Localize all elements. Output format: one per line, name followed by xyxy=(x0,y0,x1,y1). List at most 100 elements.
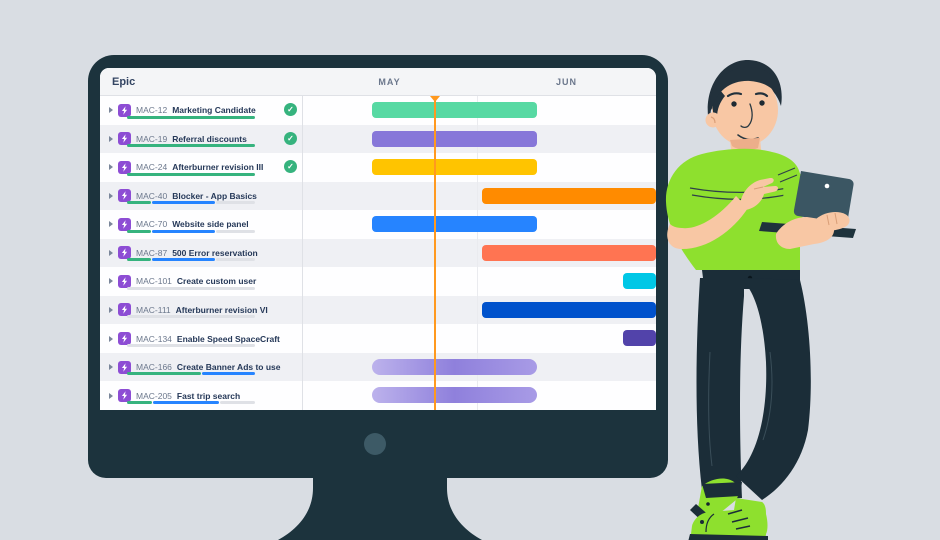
expand-chevron-icon[interactable] xyxy=(109,306,113,313)
epic-row[interactable]: MAC-70 Website side panel xyxy=(100,210,656,239)
expand-chevron-icon[interactable] xyxy=(109,249,113,256)
timeline-header: Epic MAY JUN xyxy=(100,68,656,96)
epic-title: Create Banner Ads to use xyxy=(176,362,281,373)
progress-bar xyxy=(127,229,255,233)
epic-row[interactable]: MAC-166 Create Banner Ads to use xyxy=(100,352,656,382)
progress-bar xyxy=(127,400,255,404)
epic-title: 500 Error reservation xyxy=(172,247,258,258)
timeline-bar[interactable] xyxy=(372,130,537,147)
epic-icon xyxy=(118,246,131,260)
timeline-bar[interactable] xyxy=(623,273,656,290)
epic-icon xyxy=(118,274,131,288)
epic-title: Referral discounts xyxy=(172,133,247,144)
progress-bar xyxy=(127,372,255,376)
epic-row[interactable]: MAC-101 Create custom user xyxy=(100,267,656,296)
expand-chevron-icon[interactable] xyxy=(109,192,113,199)
timeline-bar[interactable] xyxy=(482,301,656,318)
epic-cell: MAC-134 Enable Speed SpaceCraft xyxy=(100,324,302,353)
progress-segment xyxy=(127,400,153,404)
timeline-bar[interactable] xyxy=(482,244,656,261)
expand-chevron-icon[interactable] xyxy=(109,107,113,114)
epic-row[interactable]: MAC-12 Marketing Candidate ✓ xyxy=(100,96,656,125)
epic-row[interactable]: MAC-134 Enable Speed SpaceCraft xyxy=(100,324,656,353)
progress-segment xyxy=(201,372,255,376)
done-check-icon: ✓ xyxy=(284,160,297,174)
progress-segment xyxy=(127,201,151,205)
epic-key: MAC-87 xyxy=(136,247,168,258)
timeline-bar[interactable] xyxy=(372,102,537,118)
epic-icon xyxy=(118,189,131,203)
epic-title: Fast trip search xyxy=(176,390,241,401)
progress-bar xyxy=(127,172,255,176)
monitor-frame: Epic MAY JUN MAC-12 Marketing Candidate ✓ M… xyxy=(88,55,668,478)
epic-cell: MAC-205 Fast trip search xyxy=(100,381,302,410)
epic-cell: MAC-87 500 Error reservation xyxy=(100,239,302,268)
epic-icon xyxy=(118,389,131,403)
epic-cell: MAC-101 Create custom user xyxy=(100,267,302,296)
timeline-bar[interactable] xyxy=(372,358,537,375)
expand-chevron-icon[interactable] xyxy=(109,392,113,399)
epic-key: MAC-166 xyxy=(136,362,172,373)
progress-segment xyxy=(127,315,255,319)
progress-segment xyxy=(215,258,255,262)
progress-segment xyxy=(215,229,255,233)
progress-segment xyxy=(127,115,255,119)
epic-title: Afterburner revision VI xyxy=(175,304,268,315)
progress-segment xyxy=(127,372,201,376)
person-shoe-front xyxy=(688,498,768,540)
progress-segment xyxy=(151,201,215,205)
progress-segment xyxy=(127,286,255,290)
expand-chevron-icon[interactable] xyxy=(109,278,113,285)
progress-segment xyxy=(215,201,255,205)
epic-key: MAC-12 xyxy=(136,105,168,116)
progress-bar xyxy=(127,286,255,290)
epic-row[interactable]: MAC-19 Referral discounts ✓ xyxy=(100,124,656,154)
progress-segment xyxy=(127,144,255,148)
expand-chevron-icon[interactable] xyxy=(109,335,113,342)
progress-bar xyxy=(127,144,255,148)
epic-row[interactable]: MAC-24 Afterburner revision III ✓ xyxy=(100,153,656,182)
epic-icon xyxy=(118,103,131,117)
epic-title: Blocker - App Basics xyxy=(172,190,257,201)
progress-segment xyxy=(153,400,219,404)
expand-chevron-icon[interactable] xyxy=(109,164,113,171)
timeline-bar[interactable] xyxy=(623,330,656,347)
expand-chevron-icon[interactable] xyxy=(109,135,113,142)
epic-title: Marketing Candidate xyxy=(172,105,256,116)
progress-segment xyxy=(219,400,255,404)
epic-key: MAC-101 xyxy=(136,276,172,287)
person-pants xyxy=(696,270,811,500)
timeline-bar[interactable] xyxy=(372,159,537,176)
expand-chevron-icon[interactable] xyxy=(109,221,113,228)
epic-title: Website side panel xyxy=(172,219,249,230)
epic-cell: MAC-111 Afterburner revision VI xyxy=(100,296,302,325)
epic-cell: MAC-12 Marketing Candidate xyxy=(100,96,302,125)
epic-row[interactable]: MAC-40 Blocker - App Basics xyxy=(100,181,656,211)
progress-segment xyxy=(151,229,215,233)
epic-row-list: MAC-12 Marketing Candidate ✓ MAC-19 Referral… xyxy=(100,96,656,410)
progress-bar xyxy=(127,315,255,319)
epic-title: Enable Speed SpaceCraft xyxy=(176,333,280,344)
progress-bar xyxy=(127,343,255,347)
progress-bar xyxy=(127,201,255,205)
epic-cell: MAC-19 Referral discounts xyxy=(100,125,302,154)
timeline-bar[interactable] xyxy=(482,187,656,204)
epic-row[interactable]: MAC-111 Afterburner revision VI xyxy=(100,295,656,325)
epic-key: MAC-19 xyxy=(136,133,168,144)
epic-row[interactable]: MAC-205 Fast trip search xyxy=(100,381,656,410)
month-divider xyxy=(477,68,478,410)
epic-column-header: Epic xyxy=(112,76,136,88)
epic-cell: MAC-70 Website side panel xyxy=(100,210,302,239)
timeline-month-may: MAY xyxy=(378,77,401,87)
timeline-bar[interactable] xyxy=(372,216,537,233)
today-marker-line xyxy=(434,96,436,410)
illustration-person xyxy=(665,59,856,540)
timeline-bar[interactable] xyxy=(372,387,537,404)
done-check-icon: ✓ xyxy=(284,103,297,116)
epic-key: MAC-134 xyxy=(136,333,172,344)
expand-chevron-icon[interactable] xyxy=(109,364,113,371)
epic-row[interactable]: MAC-87 500 Error reservation xyxy=(100,238,656,268)
epic-cell: MAC-40 Blocker - App Basics xyxy=(100,182,302,211)
today-marker-arrow-icon xyxy=(430,96,440,107)
